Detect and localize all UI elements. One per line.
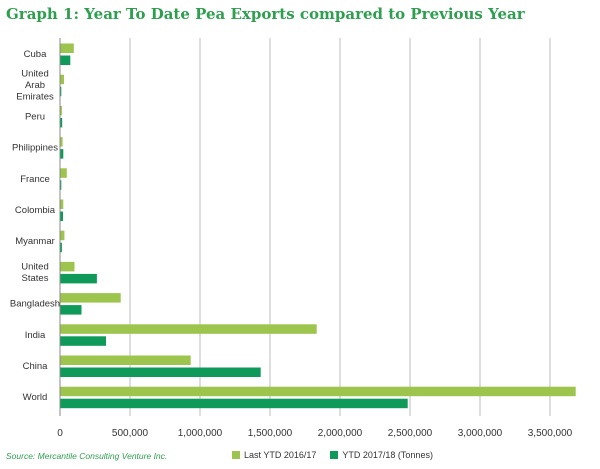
x-tick-label: 3,500,000 xyxy=(528,428,573,439)
category-label: Cuba xyxy=(24,49,47,60)
bar-last-ytd xyxy=(60,43,74,53)
category-label: World xyxy=(23,392,48,403)
category-label: United Arab Emirates xyxy=(16,69,54,103)
bar-ytd xyxy=(60,55,71,65)
x-tick-label: 2,500,000 xyxy=(388,428,433,439)
legend-swatch-last-ytd xyxy=(232,451,240,459)
bar-ytd xyxy=(60,242,62,253)
bar-ytd xyxy=(60,336,106,346)
bar-last-ytd xyxy=(60,293,121,303)
legend: Last YTD 2016/17 YTD 2017/18 (Tonnes) xyxy=(232,450,433,460)
x-tick-label: 3,000,000 xyxy=(458,428,503,439)
category-label: China xyxy=(23,361,49,372)
category-label: United States xyxy=(21,262,48,285)
bar-ytd xyxy=(60,211,64,221)
chart-title: Graph 1: Year To Date Pea Exports compar… xyxy=(6,5,525,23)
legend-swatch-ytd xyxy=(330,451,339,459)
bar-last-ytd xyxy=(60,74,64,85)
bar-last-ytd xyxy=(60,137,63,147)
bar-last-ytd xyxy=(60,168,67,178)
bar-ytd xyxy=(60,149,64,159)
bar-last-ytd xyxy=(60,261,75,272)
bar-last-ytd xyxy=(60,105,62,116)
x-tick-label: 2,000,000 xyxy=(318,428,363,439)
bar-ytd xyxy=(60,305,82,315)
bar-ytd xyxy=(60,86,62,97)
category-label: Philippines xyxy=(12,143,58,154)
category-label: France xyxy=(20,174,50,185)
bar-ytd xyxy=(60,367,261,377)
x-tick-label: 1,000,000 xyxy=(178,428,223,439)
legend-label-last-ytd: Last YTD 2016/17 xyxy=(244,450,317,460)
x-tick-label: 0 xyxy=(57,428,63,439)
bar-last-ytd xyxy=(60,324,317,334)
x-tick-label: 1,500,000 xyxy=(248,428,293,439)
bar-last-ytd xyxy=(60,199,64,209)
bar-ytd xyxy=(60,117,63,128)
bar-last-ytd xyxy=(60,230,65,241)
category-label: India xyxy=(25,330,46,341)
category-label: Peru xyxy=(25,111,45,122)
source-note: Source: Mercantile Consulting Venture In… xyxy=(6,451,168,461)
category-label: Myanmar xyxy=(15,236,55,247)
bar-last-ytd xyxy=(60,386,576,397)
legend-label-ytd: YTD 2017/18 (Tonnes) xyxy=(342,450,433,460)
bar-ytd xyxy=(60,398,408,409)
legend-item-ytd: YTD 2017/18 (Tonnes) xyxy=(330,450,433,460)
category-label: Colombia xyxy=(15,205,56,216)
bar-last-ytd xyxy=(60,355,191,365)
bar-ytd xyxy=(60,180,62,190)
category-label: Bangladesh xyxy=(10,299,60,310)
legend-item-last-ytd: Last YTD 2016/17 xyxy=(232,450,316,460)
bar-ytd xyxy=(60,273,97,284)
x-tick-label: 500,000 xyxy=(112,428,149,439)
